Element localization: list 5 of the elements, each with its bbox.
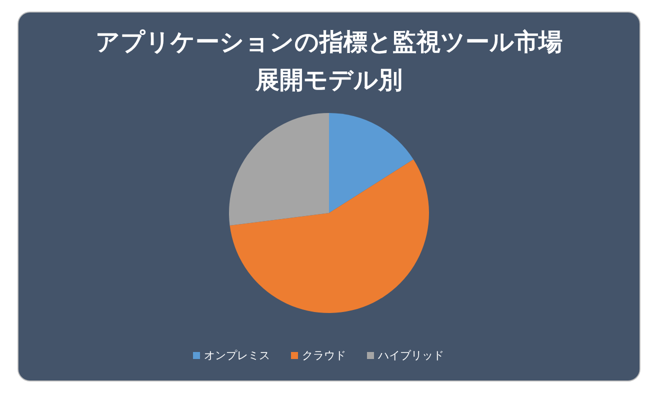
chart-subtitle: 展開モデル別 bbox=[254, 65, 402, 94]
legend-label: オンプレミス bbox=[204, 349, 270, 362]
chart-title: アプリケーションの指標と監視ツール市場 bbox=[96, 27, 562, 56]
legend-label: ハイブリッド bbox=[377, 349, 444, 362]
legend-label: クラウド bbox=[302, 349, 346, 362]
